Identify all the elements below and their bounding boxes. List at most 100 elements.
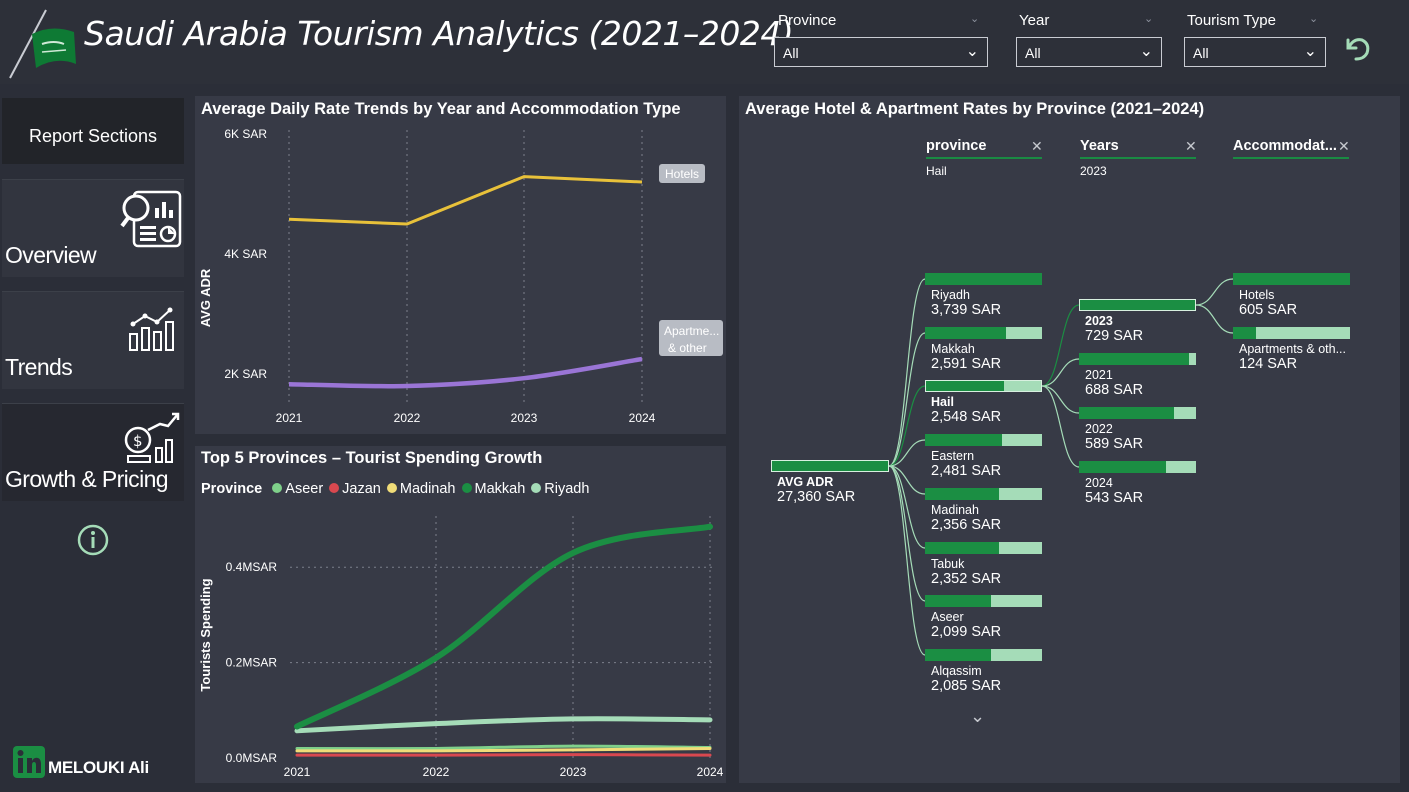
adr-line-chart[interactable]: AVG ADR 2K SAR 4K SAR 6K SAR 2021 2022 2023 20… bbox=[195, 120, 726, 434]
year-node-value: 729 SAR bbox=[1085, 328, 1144, 344]
madinah-series-line[interactable] bbox=[295, 746, 712, 753]
header-bar bbox=[0, 0, 1409, 84]
accommodation-node-label: Apartments & oth... bbox=[1239, 342, 1346, 356]
province-node-value: 2,548 SAR bbox=[931, 409, 1002, 425]
legend-item[interactable]: Riyadh bbox=[531, 481, 589, 497]
year-slicer-dropdown[interactable]: All ⌄ bbox=[1016, 37, 1162, 67]
year-node-label: 2021 bbox=[1085, 368, 1113, 382]
sidebar-item-trends[interactable]: Trends bbox=[2, 291, 184, 389]
root-node-bar[interactable] bbox=[771, 460, 889, 472]
province-node-value: 2,099 SAR bbox=[931, 624, 1002, 640]
magnifier-dashboard-icon bbox=[120, 190, 182, 248]
year-slicer-value: All bbox=[1025, 45, 1041, 61]
x-tick-label: 2021 bbox=[284, 765, 311, 779]
chevron-down-icon[interactable]: ⌄ bbox=[970, 706, 986, 727]
tree-link bbox=[1041, 358, 1080, 387]
province-node-bar[interactable] bbox=[925, 542, 1042, 554]
level-header-accommodation: Accommodat... bbox=[1233, 138, 1337, 154]
legend-item[interactable]: Madinah bbox=[386, 481, 456, 497]
bar-fill bbox=[772, 461, 888, 471]
chevron-down-icon[interactable]: ⌄ bbox=[1144, 12, 1154, 25]
year-node-bar[interactable] bbox=[1079, 461, 1196, 473]
province-node-bar[interactable] bbox=[925, 380, 1042, 392]
jazan-series-line[interactable] bbox=[295, 753, 712, 757]
legend-item[interactable]: Aseer bbox=[272, 481, 323, 497]
level-selection-province: Hail bbox=[926, 164, 947, 178]
level-underline bbox=[1080, 157, 1196, 159]
bar-fill bbox=[925, 434, 1003, 446]
x-tick-label: 2022 bbox=[394, 411, 421, 425]
year-node-bar[interactable] bbox=[1079, 299, 1196, 311]
year-node-label: 2022 bbox=[1085, 422, 1113, 436]
province-node-label: Alqassim bbox=[931, 664, 982, 678]
coin-growth-icon: $ bbox=[124, 412, 180, 463]
legend-item[interactable]: Makkah bbox=[461, 481, 526, 497]
province-node-bar[interactable] bbox=[925, 434, 1042, 446]
spending-legend: Province Aseer Jazan Madinah Makkah Riyadh bbox=[201, 481, 589, 497]
y-tick-label: 0.0MSAR bbox=[226, 751, 278, 765]
info-icon[interactable] bbox=[76, 523, 110, 557]
x-tick-label: 2023 bbox=[560, 765, 587, 779]
chevron-down-icon: ⌄ bbox=[1139, 43, 1153, 60]
y-tick-label: 0.2MSAR bbox=[226, 656, 278, 670]
tree-link bbox=[888, 278, 926, 467]
province-slicer-dropdown[interactable]: All ⌄ bbox=[774, 37, 988, 67]
bar-fill bbox=[1079, 461, 1166, 473]
accommodation-node-bar[interactable] bbox=[1233, 273, 1350, 285]
province-node-bar[interactable] bbox=[925, 595, 1042, 607]
chevron-down-icon[interactable]: ⌄ bbox=[1309, 12, 1319, 25]
aseer-series-line[interactable] bbox=[295, 744, 712, 751]
sidebar-item-growth-pricing[interactable]: $ Growth & Pricing bbox=[2, 403, 184, 501]
province-node-bar[interactable] bbox=[925, 327, 1042, 339]
year-node-bar[interactable] bbox=[1079, 353, 1196, 365]
province-node-bar[interactable] bbox=[925, 273, 1042, 285]
year-node-label: 2023 bbox=[1085, 314, 1113, 328]
sidebar-heading: Report Sections bbox=[2, 98, 184, 164]
spending-line-chart[interactable]: Tourists Spending 0.0MSAR 0.2MSAR 0.4MSAR 2… bbox=[195, 500, 726, 783]
level-selection-years: 2023 bbox=[1080, 164, 1107, 178]
riyadh-series-line[interactable] bbox=[294, 716, 713, 734]
adr-y-axis-title: AVG ADR bbox=[198, 268, 213, 327]
decomposition-tree-panel bbox=[739, 96, 1400, 783]
tree-link bbox=[888, 385, 926, 467]
province-node-bar[interactable] bbox=[925, 488, 1042, 500]
level-header-years: Years bbox=[1080, 138, 1119, 154]
year-node-bar[interactable] bbox=[1079, 407, 1196, 419]
tree-link bbox=[888, 439, 926, 467]
province-node-bar[interactable] bbox=[925, 649, 1042, 661]
bar-fill bbox=[925, 542, 999, 554]
y-tick-label: 4K SAR bbox=[224, 247, 267, 261]
tree-link bbox=[1195, 304, 1234, 334]
close-icon[interactable]: ✕ bbox=[1338, 139, 1350, 155]
undo-arrow-icon[interactable] bbox=[1340, 30, 1374, 64]
apartments-end-label: Apartme... & other bbox=[659, 320, 723, 356]
accommodation-node-bar[interactable] bbox=[1233, 327, 1350, 339]
close-icon[interactable]: ✕ bbox=[1031, 139, 1043, 155]
tree-link bbox=[888, 332, 926, 467]
makkah-series-line[interactable] bbox=[294, 523, 713, 730]
legend-label: Madinah bbox=[399, 481, 456, 497]
legend-label: Jazan bbox=[342, 481, 381, 497]
legend-item[interactable]: Jazan bbox=[329, 481, 381, 497]
legend-dot-icon bbox=[531, 483, 542, 493]
linkedin-icon[interactable] bbox=[12, 745, 46, 779]
province-node-value: 3,739 SAR bbox=[931, 302, 1002, 318]
apartments-series-line[interactable] bbox=[288, 356, 643, 389]
x-tick-label: 2021 bbox=[276, 411, 303, 425]
x-tick-label: 2024 bbox=[697, 765, 724, 779]
close-icon[interactable]: ✕ bbox=[1185, 139, 1197, 155]
bar-fill bbox=[1233, 273, 1350, 285]
chevron-down-icon[interactable]: ⌄ bbox=[970, 12, 980, 25]
accommodation-node-label: Hotels bbox=[1239, 288, 1275, 302]
province-node-label: Tabuk bbox=[931, 557, 965, 571]
spending-growth-panel bbox=[195, 446, 726, 783]
accommodation-node-value: 124 SAR bbox=[1239, 356, 1298, 372]
hotels-series-line[interactable] bbox=[288, 175, 643, 226]
bar-trend-icon bbox=[129, 307, 174, 351]
tourism-type-slicer-dropdown[interactable]: All ⌄ bbox=[1184, 37, 1326, 67]
page-title: Saudi Arabia Tourism Analytics (2021–202… bbox=[84, 14, 794, 53]
province-node-value: 2,356 SAR bbox=[931, 517, 1002, 533]
legend-label: Makkah bbox=[474, 481, 526, 497]
bar-fill bbox=[925, 273, 1042, 285]
sidebar-item-overview[interactable]: Overview bbox=[2, 179, 184, 277]
